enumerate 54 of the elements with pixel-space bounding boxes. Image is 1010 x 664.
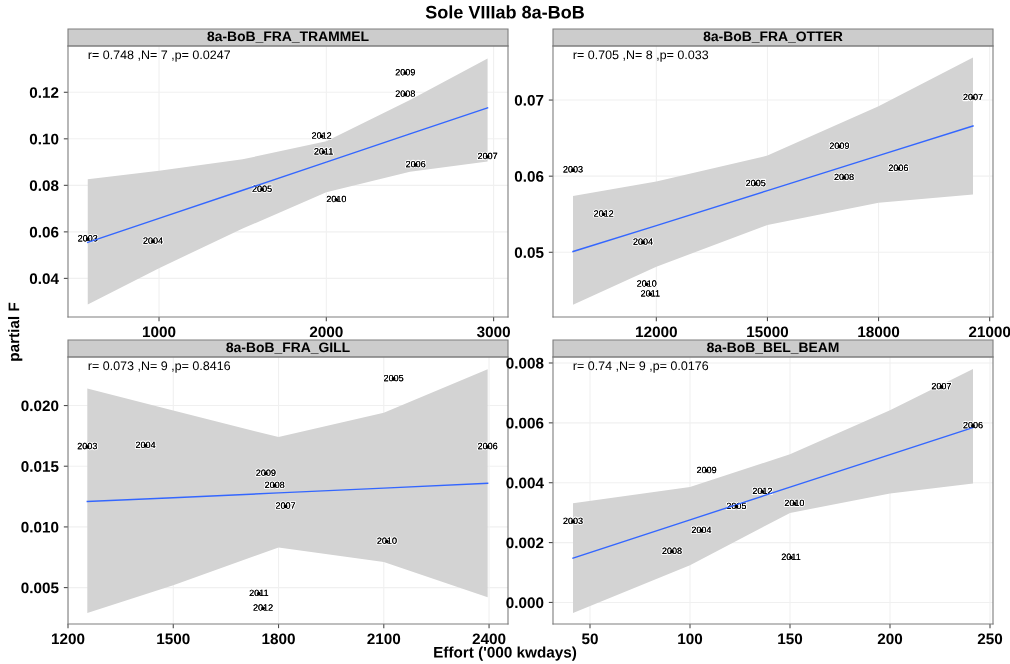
y-tick-label: 0.000 <box>506 597 544 609</box>
y-tick-label: 0.002 <box>506 537 544 549</box>
y-tick-label: 0.015 <box>21 461 59 472</box>
x-tick-label: 1200 <box>51 633 85 645</box>
annotation: r= 0.74 ,N= 9 ,p= 0.0176 <box>573 361 709 373</box>
y-tick-label: 0.020 <box>21 400 59 412</box>
chart-title: 8a-BoB_FRA_OTTER <box>703 31 843 43</box>
annotation: r= 0.073 ,N= 9 ,p= 0.8416 <box>88 361 231 373</box>
annotation: 2012 <box>312 132 332 139</box>
annotation: r= 0.748 ,N= 7 ,p= 0.0247 <box>88 50 230 62</box>
chart-title: 8a-BoB_BEL_BEAM <box>707 342 839 354</box>
y-tick-label: 0.07 <box>514 94 544 106</box>
chart-title: 8a-BoB_FRA_GILL <box>226 342 350 354</box>
x-tick-label: 15000 <box>747 326 789 338</box>
x-tick-label: 18000 <box>858 326 900 338</box>
y-tick-label: 0.010 <box>21 521 59 533</box>
x-tick-label: 1000 <box>142 326 176 338</box>
annotation: 2009 <box>829 142 849 149</box>
x-tick-label: 250 <box>977 633 1003 645</box>
x-tick-label: 3000 <box>476 326 510 338</box>
annotation: 2012 <box>253 604 273 611</box>
y-tick-label: 0.06 <box>29 226 59 238</box>
y-tick-label: 0.005 <box>21 582 59 594</box>
y-tick-label: 0.004 <box>506 477 544 489</box>
annotation: 2006 <box>888 164 909 171</box>
y-tick-label: 0.08 <box>29 180 59 192</box>
annotation: 2003 <box>77 442 97 450</box>
y-tick-label: 0.05 <box>514 247 544 258</box>
x-axis-title: Effort ('000 kwdays) <box>434 646 577 661</box>
text: Sole VIIIab 8a-BoB <box>425 5 584 19</box>
x-tick-label: 50 <box>581 633 598 645</box>
x-tick-label: 12000 <box>636 326 677 338</box>
y-tick-label: 0.008 <box>506 357 544 369</box>
annotation: 2012 <box>594 210 614 217</box>
y-axis-title: partial F <box>8 302 23 361</box>
x-tick-label: 21000 <box>968 326 1010 338</box>
y-tick-label: 0.04 <box>29 273 59 285</box>
x-tick-label: 2000 <box>309 326 343 338</box>
y-tick-label: 0.06 <box>514 171 544 182</box>
y-tick-label: 0.006 <box>506 417 544 429</box>
annotation: r= 0.705 ,N= 8 ,p= 0.033 <box>573 50 709 62</box>
x-tick-label: 200 <box>877 633 903 645</box>
annotation: 2010 <box>637 280 657 287</box>
x-tick-label: 100 <box>678 633 703 645</box>
y-tick-label: 0.12 <box>29 87 59 98</box>
x-tick-label: 150 <box>778 633 803 645</box>
annotation: 2005 <box>746 179 766 187</box>
x-tick-label: 2100 <box>367 633 401 645</box>
chart-title: 8a-BoB_FRA_TRAMMEL <box>207 31 369 43</box>
x-tick-label: 1500 <box>157 633 190 645</box>
x-tick-label: 1800 <box>262 633 295 645</box>
y-tick-label: 0.10 <box>29 133 59 145</box>
line-series <box>86 482 489 503</box>
x-tick-label: 2400 <box>472 633 506 645</box>
